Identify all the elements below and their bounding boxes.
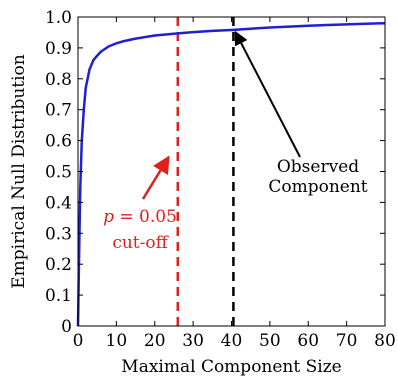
y-tick-label: 0.9 <box>45 39 72 59</box>
x-tick-label: 10 <box>106 331 128 351</box>
x-tick-label: 60 <box>297 331 319 351</box>
y-tick-label: 0.8 <box>45 70 72 90</box>
y-tick-label: 0.6 <box>45 132 72 152</box>
series-line <box>76 21 386 327</box>
y-tick-label: 0.3 <box>45 224 72 244</box>
annotation-arrow <box>234 30 301 158</box>
annotation-arrow <box>141 155 170 200</box>
x-tick-label: 40 <box>221 331 243 351</box>
x-tick-label: 20 <box>144 331 166 351</box>
x-axis-title: Maximal Component Size <box>121 357 341 377</box>
reference-lines <box>176 17 235 326</box>
y-tick-label: 0.2 <box>45 255 72 275</box>
y-tick-label: 0.5 <box>45 163 72 183</box>
x-tick-label: 70 <box>336 331 358 351</box>
y-tick-label: 0.1 <box>45 286 72 306</box>
series-group <box>76 21 386 327</box>
y-tick-label: 1.0 <box>45 8 72 28</box>
annotation-text: p = 0.05 <box>103 207 177 227</box>
y-axis: 0 0.1 0.2 0.3 0.4 0.5 0.6 0.7 0.8 0.9 1.0 <box>45 8 385 337</box>
annotation-text: cut-off <box>112 233 169 253</box>
x-tick-label: 80 <box>374 331 396 351</box>
annotation-text: Observed <box>277 157 359 177</box>
x-tick-label: 30 <box>182 331 204 351</box>
y-tick-label: 0.4 <box>45 193 72 213</box>
x-tick-label: 0 <box>73 331 84 351</box>
annotation-text: Component <box>268 177 367 197</box>
y-axis-title: Empirical Null Distribution <box>9 54 29 289</box>
y-tick-label: 0.7 <box>45 101 72 121</box>
x-tick-label: 50 <box>259 331 281 351</box>
x-axis: 0 10 20 30 40 50 60 70 80 <box>73 17 396 351</box>
y-tick-label: 0 <box>61 317 72 337</box>
